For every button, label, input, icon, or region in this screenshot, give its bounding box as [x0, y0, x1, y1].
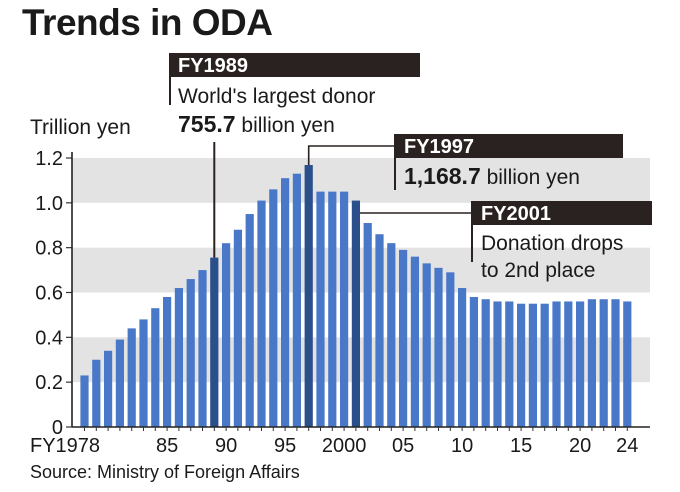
bar-2012	[481, 299, 490, 427]
bar-1998	[316, 191, 325, 427]
annotation-tag-box	[395, 134, 623, 158]
bar-2001	[351, 200, 360, 427]
bar-1979	[92, 359, 101, 427]
annotation-tag-box	[472, 201, 652, 225]
annotation-text-fy2001: Donation drops	[481, 232, 623, 255]
bar-2014	[505, 301, 514, 427]
bar-1986	[174, 288, 183, 427]
annotation-tag-box	[170, 53, 420, 77]
bar-1993	[257, 200, 266, 427]
annotation-tag-fy2001: FY2001	[481, 203, 551, 225]
bar-2023	[611, 299, 620, 427]
bar-2016	[528, 303, 537, 427]
bar-2010	[458, 288, 467, 427]
bar-1982	[127, 328, 136, 427]
x-tick-label: 85	[156, 435, 178, 457]
chart-title: Trends in ODA	[22, 2, 273, 43]
bar-2002	[363, 223, 372, 427]
bar-1995	[281, 178, 290, 427]
x-tick-label: 95	[274, 435, 296, 457]
annotation-tag-fy1989: FY1989	[178, 55, 248, 77]
annotation-value-fy1997: 1,168.7 billion yen	[404, 163, 580, 189]
bar-2006	[410, 256, 419, 427]
x-tick-label: 20	[569, 435, 591, 457]
bar-1980	[104, 350, 113, 427]
annotation-value-fy1989: 755.7 billion yen	[178, 111, 335, 137]
y-tick-label: 0	[52, 417, 63, 439]
bar-1992	[245, 214, 254, 427]
y-axis-label: Trillion yen	[30, 116, 131, 139]
annotation-text-fy1989: World's largest donor	[178, 85, 375, 108]
bar-2021	[587, 299, 596, 427]
x-tick-label: 10	[451, 435, 473, 457]
bar-2017	[540, 303, 549, 427]
annotation-text-fy2001: to 2nd place	[481, 259, 595, 282]
bar-2018	[552, 301, 561, 427]
bar-1989	[210, 257, 219, 427]
y-tick-label: 1.0	[35, 193, 63, 215]
bar-1981	[115, 339, 124, 427]
bar-1994	[269, 189, 278, 427]
bar-2013	[493, 301, 502, 427]
bar-2003	[375, 234, 384, 427]
bar-1983	[139, 319, 148, 427]
bar-2009	[446, 272, 455, 427]
bar-2000	[340, 191, 349, 427]
grid-band	[72, 247, 650, 293]
bar-2007	[422, 263, 431, 427]
y-tick-label: 1.2	[35, 148, 63, 170]
annotation-tag-fy1997: FY1997	[404, 136, 474, 158]
bar-1990	[222, 243, 231, 427]
bar-1996	[292, 173, 301, 427]
bar-2005	[399, 249, 408, 427]
bar-2019	[564, 301, 573, 427]
bar-2024	[623, 301, 632, 427]
bar-2008	[434, 267, 443, 427]
bar-1978	[80, 375, 89, 427]
y-tick-label: 0.4	[35, 327, 63, 349]
x-tick-label: 24	[616, 435, 638, 457]
x-tick-label: 90	[215, 435, 237, 457]
bar-1999	[328, 191, 337, 427]
x-tick-label: FY1978	[30, 435, 100, 457]
grid-band	[72, 158, 650, 203]
bar-2020	[576, 301, 585, 427]
x-tick-label: 05	[392, 435, 414, 457]
bar-1985	[163, 296, 172, 427]
y-tick-label: 0.8	[35, 238, 63, 260]
annotation-leader	[307, 145, 395, 166]
bar-2011	[469, 296, 478, 427]
bar-1984	[151, 308, 160, 427]
bar-1997	[304, 165, 313, 427]
bar-2015	[517, 303, 526, 427]
bar-1988	[198, 270, 207, 427]
x-tick-label: 15	[510, 435, 532, 457]
source-note: Source: Ministry of Foreign Affairs	[30, 462, 300, 482]
y-tick-label: 0.2	[35, 372, 63, 394]
bar-2022	[599, 299, 608, 427]
bar-2004	[387, 243, 396, 427]
x-tick-label: 2000	[322, 435, 367, 457]
y-tick-label: 0.6	[35, 283, 63, 305]
bar-1987	[186, 279, 195, 427]
bar-1991	[233, 229, 242, 427]
